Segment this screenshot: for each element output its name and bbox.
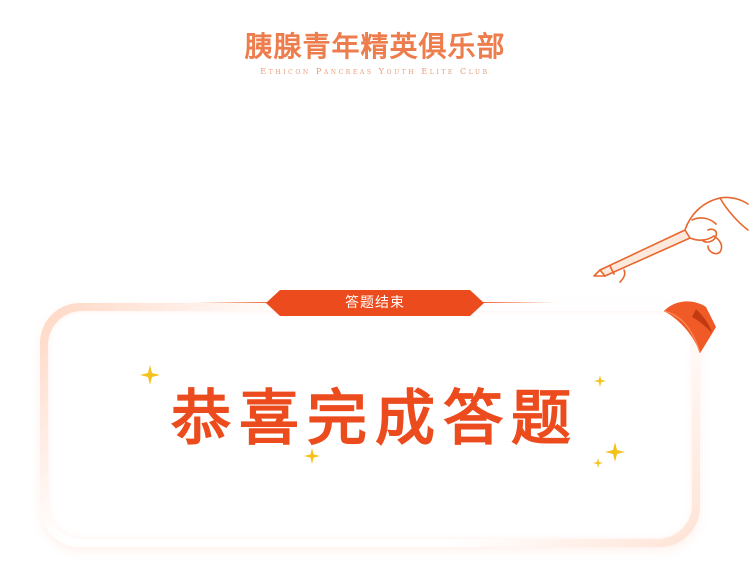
result-card — [40, 303, 700, 547]
congrats-message: 恭喜完成答题 — [171, 384, 579, 454]
club-title-cn: 胰腺青年精英俱乐部 — [244, 30, 506, 63]
result-card-inner — [48, 311, 692, 539]
quiz-end-label: 答题结束 — [345, 295, 405, 311]
quiz-end-badge: 答题结束 — [266, 290, 484, 316]
club-title-en: Ethicon Pancreas Youth Elite Club — [260, 67, 490, 76]
paper-corner-flag-icon — [663, 301, 716, 354]
sparkle-star-icon — [304, 448, 320, 464]
sparkle-star-icon — [593, 458, 603, 468]
hand-holding-pencil-icon — [593, 196, 749, 283]
club-header: 胰腺青年精英俱乐部 Ethicon Pancreas Youth Elite C… — [0, 30, 750, 77]
sparkle-star-icon — [605, 442, 625, 462]
sparkle-star-icon — [594, 375, 606, 387]
sparkle-star-icon — [140, 365, 160, 385]
